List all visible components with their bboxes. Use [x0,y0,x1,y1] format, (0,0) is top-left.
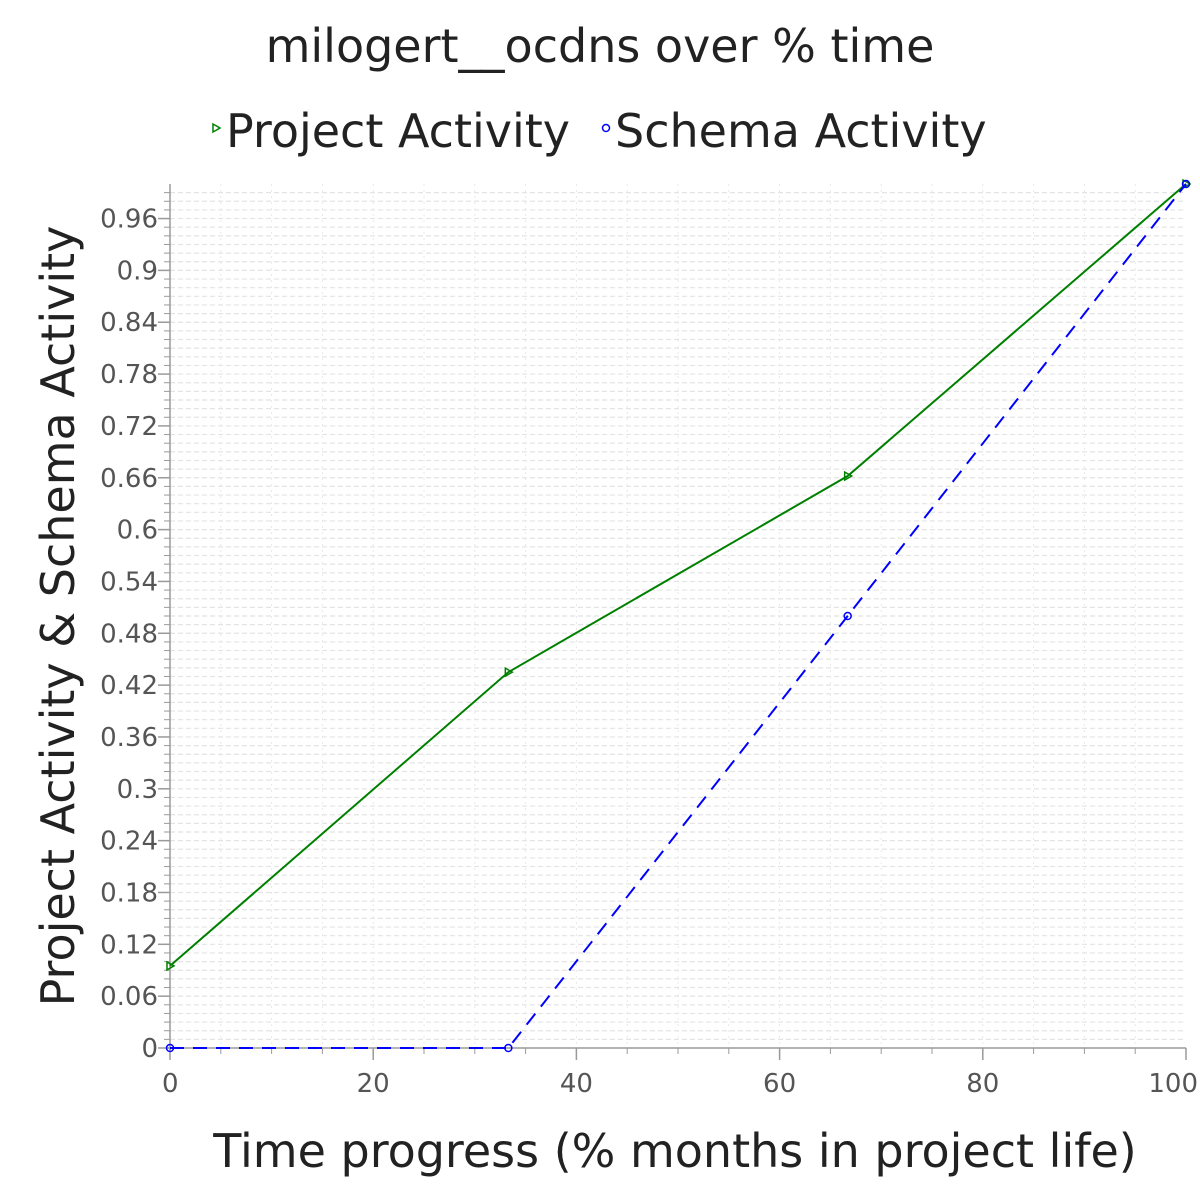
y-tick-label: 0.48 [100,619,158,649]
series-group [165,178,1192,1053]
y-tick-label: 0.3 [117,775,158,805]
x-tick-label: 80 [966,1069,999,1099]
data-point-project-activity [504,666,514,678]
y-tick-label: 0.9 [117,256,158,286]
y-tick-label: 0.36 [100,723,158,753]
series-line-project-activity [169,183,1187,967]
y-tick-label: 0.72 [100,412,158,442]
data-point-schema-activity [165,1043,175,1053]
x-tick-label: 20 [357,1069,390,1099]
x-tick-label: 60 [763,1069,796,1099]
legend-item-schema-activity: Schema Activity [601,104,987,158]
y-tick-label: 0.12 [100,930,158,960]
y-tick-label: 0.6 [117,516,158,546]
y-tick-label: 0.78 [100,360,158,390]
legend-label-schema-activity: Schema Activity [615,104,987,158]
data-point-project-activity [166,960,176,972]
y-tick-label: 0.18 [100,878,158,908]
x-axis-ticks: 0 20 40 60 80 100 [162,1048,1198,1099]
legend-marker-project-activity [212,122,222,134]
y-tick-label: 0.06 [100,982,158,1012]
series-line-schema-activity [170,183,1187,1049]
y-tick-label: 0.96 [100,205,158,235]
x-tick-label: 0 [162,1069,179,1099]
y-tick-label: 0.84 [100,308,158,338]
y-tick-label: 0.24 [100,827,158,857]
data-point-schema-activity [843,611,852,621]
grid [170,184,1186,1048]
x-tick-label: 100 [1148,1069,1198,1099]
y-axis-label: Project Activity & Schema Activity [31,226,85,1007]
legend-marker-schema-activity [601,123,611,133]
x-axis-label: Time progress (% months in project life) [212,1124,1136,1178]
y-tick-label: 0.66 [100,464,158,494]
y-tick-label: 0 [141,1034,158,1064]
chart-title: milogert__ocdns over % time [266,19,935,73]
data-point-schema-activity [1181,179,1191,189]
y-tick-label: 0.42 [100,671,158,701]
legend: Project Activity Schema Activity [212,104,987,158]
legend-item-project-activity: Project Activity [212,104,570,158]
legend-label-project-activity: Project Activity [226,104,570,158]
data-point-schema-activity [504,1043,513,1053]
y-axis-ticks: 0 0.06 0.12 0.18 0.24 0.3 0.36 0.42 0.48 0.54 0.6 0… [100,205,170,1064]
x-tick-label: 40 [560,1069,593,1099]
y-tick-label: 0.54 [100,567,158,597]
data-point-project-activity [843,470,854,482]
